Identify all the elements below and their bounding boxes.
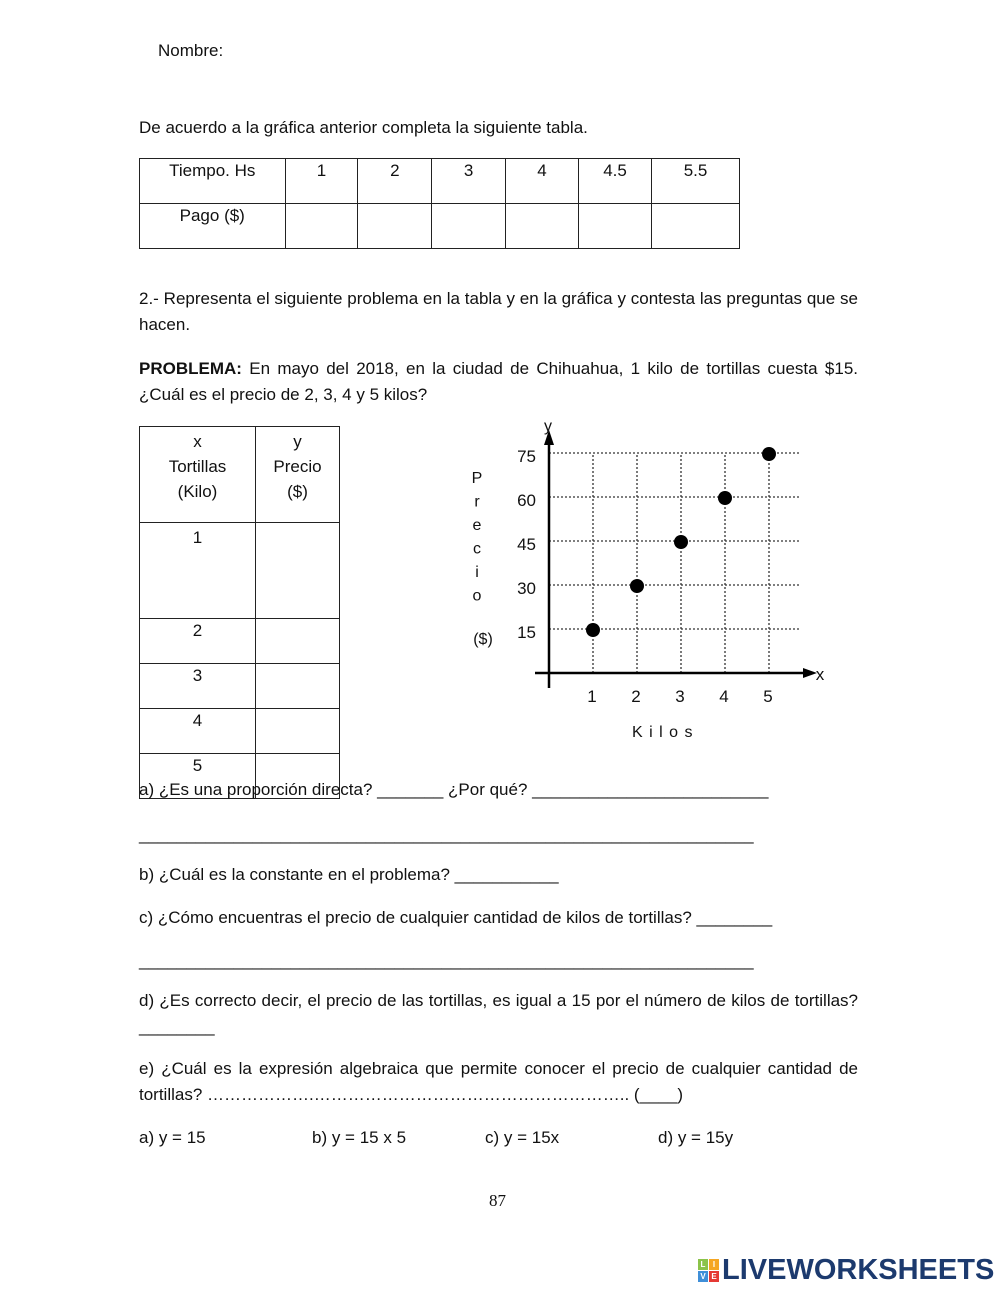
option-b: b) y = 15 x 5: [312, 1128, 407, 1147]
time-cell: 4: [505, 158, 579, 204]
y-input-cell[interactable]: [255, 663, 340, 709]
y-axis-title-letter: c: [473, 541, 481, 558]
y-axis-title-letter: i: [475, 564, 479, 581]
problem-text: En mayo del 2018, en la ciudad de Chihua…: [139, 359, 858, 404]
data-point: [630, 579, 644, 593]
y-header: y Precio ($): [255, 426, 340, 523]
y-tick-label: 60: [517, 491, 536, 510]
x-tick-label: 1: [587, 687, 596, 706]
y-axis-title-letter: e: [473, 517, 482, 534]
question-c: c) ¿Cómo encuentras el precio de cualqui…: [139, 908, 773, 927]
y-tick-label: 45: [517, 535, 536, 554]
y-axis-title-unit: ($): [473, 631, 493, 648]
x-cell: 1: [139, 522, 256, 619]
x-tick-label: 2: [631, 687, 640, 706]
pay-input-cell[interactable]: [431, 203, 507, 249]
pay-input-cell[interactable]: [505, 203, 579, 249]
x-cell: 4: [139, 708, 256, 754]
pay-input-cell[interactable]: [284, 203, 359, 249]
option-d: d) y = 15y: [658, 1128, 734, 1147]
y-input-cell[interactable]: [255, 753, 340, 799]
logo-letter: V: [698, 1271, 708, 1282]
x-tick-label: 4: [719, 687, 728, 706]
question-e: e) ¿Cuál es la expresión algebraica que …: [139, 1059, 858, 1104]
logo-letter: L: [698, 1259, 708, 1270]
x-axis-letter: x: [816, 665, 825, 684]
y-tick-label: 15: [517, 623, 536, 642]
y-input-cell[interactable]: [255, 522, 340, 619]
time-cell: 3: [431, 158, 507, 204]
y-tick-label: 75: [517, 447, 536, 466]
y-axis-title-letter: r: [474, 494, 480, 511]
problem-label: PROBLEMA:: [139, 359, 242, 378]
data-point: [674, 535, 688, 549]
logo-letter: I: [709, 1259, 719, 1270]
data-point: [586, 623, 600, 637]
table-row: 4: [139, 708, 340, 754]
y-tick-label: 30: [517, 579, 536, 598]
answer-line-c[interactable]: ________________________________________…: [139, 951, 754, 970]
option-a: a) y = 15: [139, 1128, 206, 1147]
question-a: a) ¿Es una proporción directa? _______ ¿…: [139, 780, 769, 799]
table-row: 3: [139, 663, 340, 709]
question-d: d) ¿Es correcto decir, el precio de las …: [139, 991, 858, 1036]
pay-header: Pago ($): [139, 203, 286, 249]
table-row: 2: [139, 618, 340, 664]
instruction-2: 2.- Representa el siguiente problema en …: [139, 289, 858, 334]
x-header: x Tortillas (Kilo): [139, 426, 256, 523]
instruction-1: De acuerdo a la gráfica anterior complet…: [139, 118, 588, 137]
pay-input-cell[interactable]: [577, 203, 653, 249]
table-row: 5: [139, 753, 340, 799]
y-axis-arrow-icon: [544, 430, 554, 445]
time-pay-table: Tiempo. Hs 1 2 3 4 4.5 5.5 Pago ($): [139, 158, 740, 249]
x-tick-label: 5: [763, 687, 772, 706]
data-point: [762, 447, 776, 461]
page-number: 87: [489, 1191, 506, 1210]
option-c: c) y = 15x: [485, 1128, 560, 1147]
x-axis-arrow-icon: [803, 668, 817, 678]
time-cell: 5.5: [651, 158, 740, 204]
x-axis-title: K i l o s: [632, 724, 694, 741]
y-input-cell[interactable]: [255, 708, 340, 754]
question-b: b) ¿Cuál es la constante en el problema?…: [139, 865, 559, 884]
logo-text: LIVEWORKSHEETS: [722, 1254, 995, 1286]
name-label: Nombre:: [158, 41, 224, 60]
time-header: Tiempo. Hs: [139, 158, 286, 204]
x-tick-label: 3: [675, 687, 684, 706]
problem-statement: PROBLEMA: En mayo del 2018, en la ciudad…: [139, 356, 858, 408]
y-axis-title-letter: P: [472, 470, 483, 487]
logo-letter: E: [709, 1271, 719, 1282]
answer-line-a[interactable]: ________________________________________…: [139, 825, 754, 844]
y-axis-title-letter: o: [473, 588, 482, 605]
x-cell: 5: [139, 753, 256, 799]
y-axis-letter: y: [544, 418, 552, 435]
pay-input-cell[interactable]: [651, 203, 740, 249]
data-point: [718, 491, 732, 505]
pay-input-cell[interactable]: [357, 203, 433, 249]
table-row: 1: [139, 522, 340, 619]
